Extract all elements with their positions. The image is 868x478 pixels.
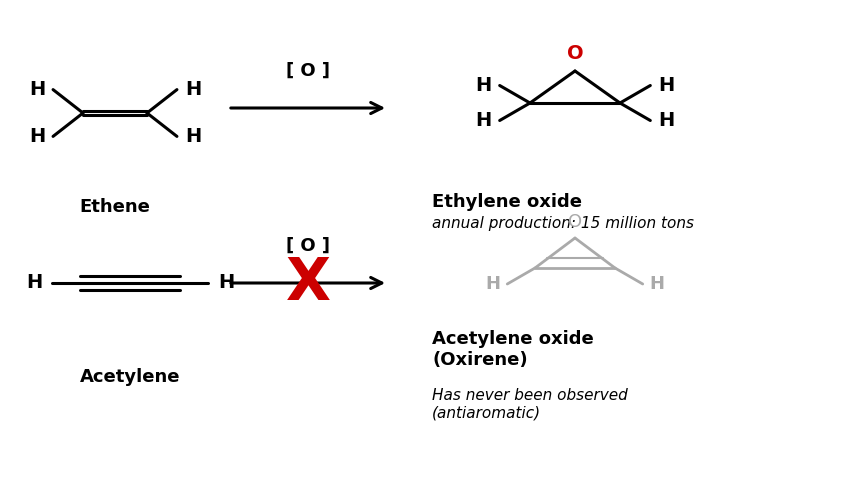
Text: H: H [185, 127, 201, 146]
Text: H: H [29, 127, 45, 146]
Text: H: H [26, 273, 42, 293]
Text: H: H [476, 76, 491, 95]
Text: annual production: 15 million tons: annual production: 15 million tons [432, 216, 694, 231]
Text: H: H [218, 273, 234, 293]
Text: Ethene: Ethene [80, 198, 150, 216]
Text: Acetylene oxide
(Oxirene): Acetylene oxide (Oxirene) [432, 330, 594, 369]
Text: Acetylene: Acetylene [80, 368, 181, 386]
Text: O: O [567, 43, 583, 63]
Text: H: H [476, 111, 491, 130]
Text: Has never been observed
(antiaromatic): Has never been observed (antiaromatic) [432, 388, 628, 420]
Text: H: H [185, 80, 201, 99]
Text: [ O ]: [ O ] [286, 62, 330, 80]
Text: H: H [658, 111, 674, 130]
Text: H: H [658, 76, 674, 95]
Text: H: H [29, 80, 45, 99]
Text: H: H [485, 275, 500, 293]
Text: Ethylene oxide: Ethylene oxide [432, 193, 582, 211]
Text: [ O ]: [ O ] [286, 237, 330, 255]
Text: O: O [568, 213, 582, 231]
Text: H: H [650, 275, 665, 293]
Text: X: X [286, 254, 331, 312]
